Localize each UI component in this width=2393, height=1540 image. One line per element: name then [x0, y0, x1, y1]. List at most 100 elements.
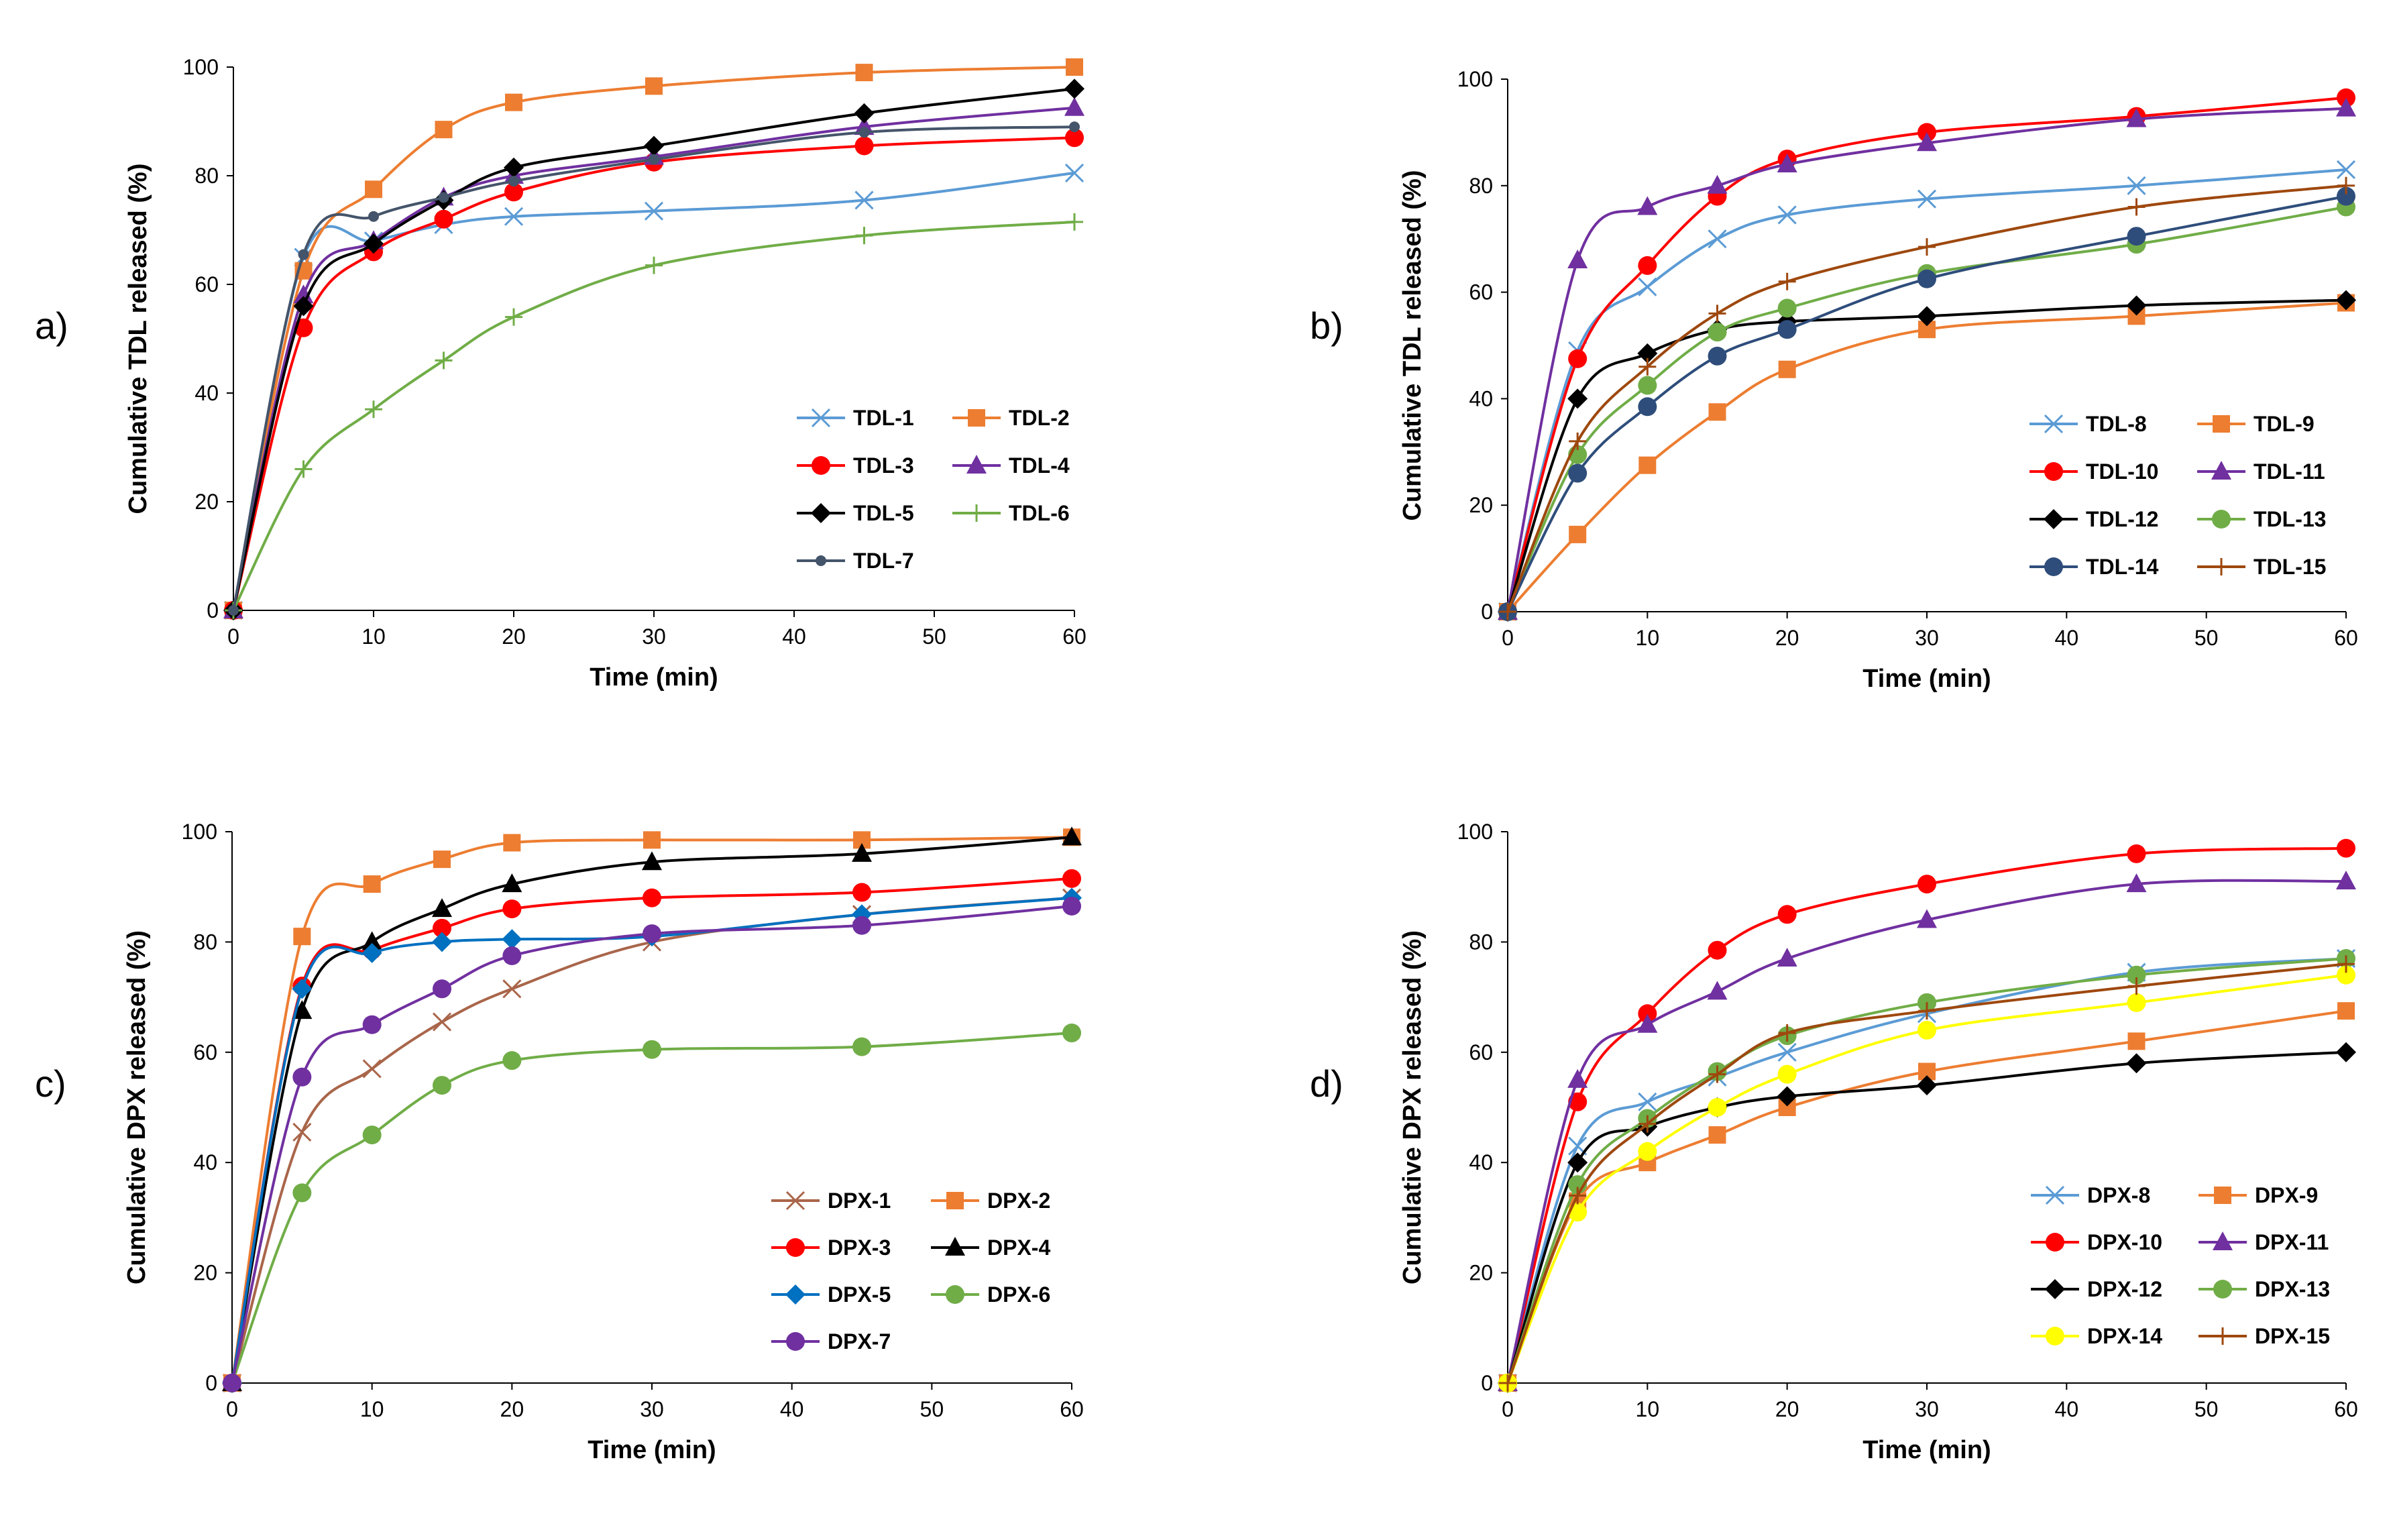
data-point [1637, 196, 1658, 215]
data-point [1568, 349, 1588, 368]
y-tick-label: 0 [207, 598, 219, 622]
data-point [365, 180, 382, 199]
data-point [1568, 463, 1588, 483]
data-point [2336, 160, 2356, 180]
legend-marker [2044, 414, 2064, 434]
data-point [2337, 176, 2355, 195]
data-point [852, 1037, 871, 1056]
x-tick-label: 10 [1636, 626, 1660, 650]
data-point [504, 182, 523, 202]
y-tick-label: 100 [183, 55, 219, 79]
y-tick-label: 40 [1469, 1150, 1493, 1174]
data-point [1499, 1374, 1516, 1392]
legend-label: DPX-5 [828, 1282, 891, 1307]
legend-marker [2214, 1327, 2231, 1345]
data-point [1638, 456, 1657, 474]
x-tick-label: 40 [782, 624, 806, 649]
legend-marker [2046, 1233, 2064, 1252]
legend-item: DPX-3 [771, 1235, 891, 1260]
data-point [504, 207, 524, 226]
data-point [438, 192, 449, 203]
data-point [293, 296, 314, 317]
x-tick-label: 20 [1775, 626, 1799, 650]
y-tick-label: 80 [1469, 174, 1493, 198]
data-point [1569, 432, 1587, 450]
legend-item: TDL-3 [797, 453, 914, 478]
data-point [362, 1059, 382, 1079]
data-point [1917, 189, 1937, 209]
legend-label: TDL-7 [853, 549, 914, 573]
legend-marker [786, 1332, 805, 1351]
panel-label: a) [35, 305, 68, 347]
data-point [1638, 1115, 1657, 1133]
legend-marker [2044, 462, 2063, 481]
legend-item: TDL-6 [952, 501, 1070, 525]
legend-item: TDL-2 [952, 406, 1070, 430]
legend-marker [2044, 509, 2064, 529]
data-point [2336, 290, 2356, 311]
legend-label: TDL-8 [2086, 412, 2147, 436]
data-point [361, 942, 382, 963]
series-DPX-14 [1498, 965, 2355, 1392]
legend-label: DPX-3 [828, 1235, 891, 1260]
data-point [433, 850, 451, 869]
data-point [1567, 1068, 1588, 1088]
legend: TDL-1 TDL-2 TDL-3 TDL-4 TDL-5 TDL-6 TDL-7 [797, 406, 1070, 573]
y-tick-label: 100 [1457, 820, 1493, 844]
data-point [2126, 108, 2147, 127]
data-point [2337, 838, 2355, 858]
legend-marker [811, 503, 831, 523]
legend-item: TDL-13 [2197, 507, 2326, 531]
data-point [292, 1000, 313, 1020]
x-tick-label: 20 [1775, 1397, 1799, 1421]
data-point [1638, 1142, 1657, 1161]
data-point [2127, 198, 2146, 216]
data-point [505, 308, 522, 326]
legend-item: TDL-7 [797, 549, 914, 573]
legend-item: TDL-1 [797, 406, 914, 430]
data-point [2127, 965, 2146, 985]
data-point [852, 883, 871, 902]
data-point [1707, 981, 1728, 1000]
legend-label: DPX-9 [2255, 1183, 2318, 1207]
data-point [2127, 1032, 2146, 1050]
data-point [855, 227, 873, 245]
data-point [1917, 875, 1936, 894]
data-point [1777, 1042, 1797, 1062]
data-point [368, 211, 379, 222]
data-point [1064, 97, 1084, 116]
data-point [2126, 295, 2147, 316]
chart-panel-4: d) 0 20 40 60 80 100 0 10 20 30 40 50 60 Time (min) Cum… [1310, 820, 2358, 1464]
x-tick-label: 50 [2194, 1397, 2219, 1421]
legend-marker [946, 1192, 964, 1209]
data-point [434, 209, 453, 229]
y-tick-label: 20 [194, 490, 219, 514]
data-point [435, 351, 453, 370]
legend-item: TDL-10 [2029, 459, 2158, 484]
x-tick-label: 10 [360, 1397, 384, 1421]
x-tick-label: 30 [1915, 626, 1939, 650]
data-point [1708, 403, 1726, 421]
data-point [361, 931, 382, 950]
y-tick-label: 40 [194, 381, 219, 405]
legend-item: TDL-5 [797, 501, 914, 525]
data-point [644, 201, 664, 221]
data-point [1777, 905, 1797, 924]
data-point [643, 924, 661, 944]
data-point [1708, 940, 1727, 960]
x-tick-label: 40 [2055, 626, 2079, 650]
data-point [855, 64, 873, 82]
data-point [292, 1122, 312, 1142]
x-tick-label: 10 [361, 624, 386, 649]
data-point [854, 103, 875, 123]
legend-marker [2214, 1187, 2231, 1204]
legend-item: DPX-7 [771, 1329, 891, 1354]
data-point [2127, 993, 2146, 1012]
data-point [2126, 1053, 2147, 1074]
data-point [1917, 269, 1936, 288]
data-point [508, 176, 519, 187]
data-point [645, 256, 663, 274]
y-axis-title: Cumulative TDL released (%) [124, 163, 152, 514]
data-point [854, 136, 874, 156]
data-point [1638, 397, 1657, 417]
